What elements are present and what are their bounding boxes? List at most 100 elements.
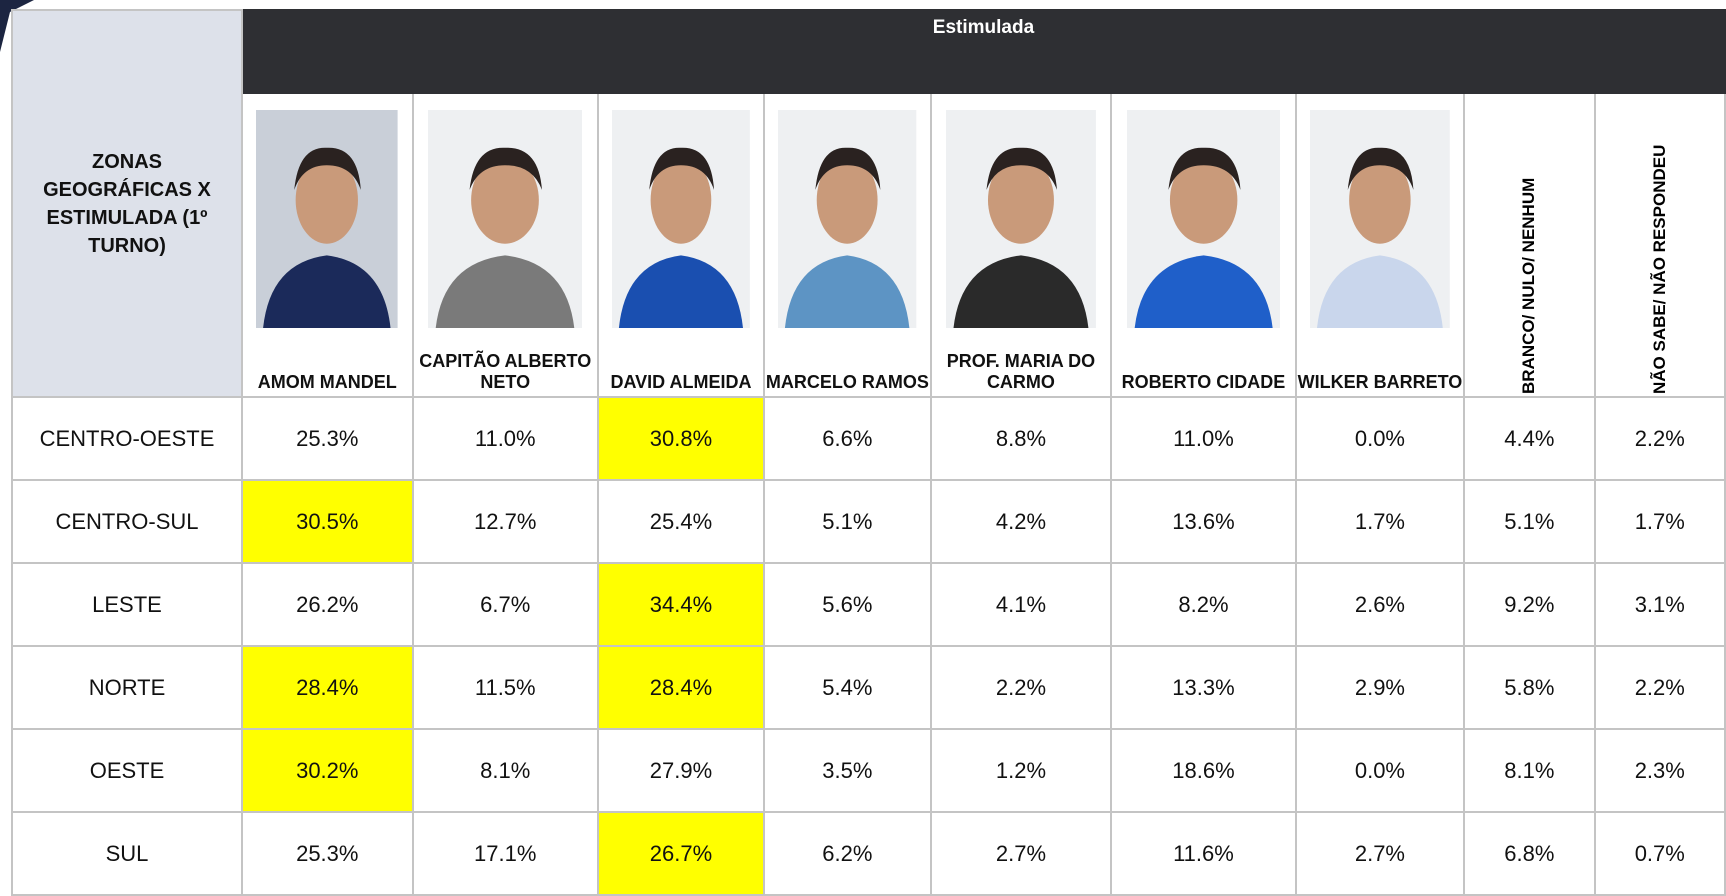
percent-cell: 6.7% <box>413 563 598 646</box>
percent-cell: 12.7% <box>413 480 598 563</box>
candidate-photo <box>946 110 1096 328</box>
percent-cell: 8.1% <box>1464 729 1594 812</box>
zone-name: CENTRO-SUL <box>12 480 242 563</box>
percent-cell: 3.5% <box>764 729 931 812</box>
option-name: BRANCO/ NULO/ NENHUM <box>1519 96 1539 394</box>
candidate-header: PROF. MARIA DO CARMO <box>931 93 1111 397</box>
percent-cell: 2.7% <box>1296 812 1464 895</box>
percent-cell: 11.0% <box>413 397 598 480</box>
candidate-name: PROF. MARIA DO CARMO <box>932 350 1110 396</box>
table-wrapper: ZONAS GEOGRÁFICAS X ESTIMULADA (1º TURNO… <box>11 9 1726 896</box>
percent-cell: 2.6% <box>1296 563 1464 646</box>
candidate-header: ROBERTO CIDADE <box>1111 93 1296 397</box>
candidate-name: AMOM MANDEL <box>243 350 412 396</box>
candidate-name: MARCELO RAMOS <box>765 350 930 396</box>
option-header: BRANCO/ NULO/ NENHUM <box>1464 93 1594 397</box>
photo-placeholder <box>778 110 916 328</box>
percent-cell: 30.2% <box>242 729 413 812</box>
percent-cell: 28.4% <box>242 646 413 729</box>
zone-name: SUL <box>12 812 242 895</box>
percent-cell: 2.7% <box>931 812 1111 895</box>
candidate-name: CAPITÃO ALBERTO NETO <box>414 350 597 396</box>
percent-cell: 5.1% <box>764 480 931 563</box>
photo-placeholder <box>946 110 1096 328</box>
percent-cell: 30.5% <box>242 480 413 563</box>
percent-cell: 28.4% <box>598 646 764 729</box>
zone-name: LESTE <box>12 563 242 646</box>
percent-cell: 0.7% <box>1595 812 1725 895</box>
candidate-header: AMOM MANDEL <box>242 93 413 397</box>
percent-cell: 4.4% <box>1464 397 1594 480</box>
candidate-name: WILKER BARRETO <box>1297 350 1463 396</box>
percent-cell: 18.6% <box>1111 729 1296 812</box>
percent-cell: 5.8% <box>1464 646 1594 729</box>
data-row: OESTE30.2%8.1%27.9%3.5%1.2%18.6%0.0%8.1%… <box>12 729 1725 812</box>
candidate-photo <box>256 110 398 328</box>
percent-cell: 1.7% <box>1595 480 1725 563</box>
percent-cell: 2.2% <box>931 646 1111 729</box>
percent-cell: 30.8% <box>598 397 764 480</box>
percent-cell: 25.3% <box>242 397 413 480</box>
results-table: ZONAS GEOGRÁFICAS X ESTIMULADA (1º TURNO… <box>11 9 1726 896</box>
percent-cell: 6.8% <box>1464 812 1594 895</box>
percent-cell: 13.3% <box>1111 646 1296 729</box>
percent-cell: 5.4% <box>764 646 931 729</box>
candidate-photo <box>612 110 750 328</box>
percent-cell: 11.6% <box>1111 812 1296 895</box>
percent-cell: 26.7% <box>598 812 764 895</box>
percent-cell: 9.2% <box>1464 563 1594 646</box>
percent-cell: 26.2% <box>242 563 413 646</box>
percent-cell: 2.3% <box>1595 729 1725 812</box>
percent-cell: 27.9% <box>598 729 764 812</box>
percent-cell: 25.3% <box>242 812 413 895</box>
candidate-photo <box>778 110 916 328</box>
candidate-header: DAVID ALMEIDA <box>598 93 764 397</box>
percent-cell: 11.5% <box>413 646 598 729</box>
percent-cell: 0.0% <box>1296 397 1464 480</box>
zone-name: CENTRO-OESTE <box>12 397 242 480</box>
photo-placeholder <box>256 110 398 328</box>
candidate-photo <box>1127 110 1280 328</box>
photo-placeholder <box>612 110 750 328</box>
percent-cell: 2.2% <box>1595 646 1725 729</box>
option-name: NÃO SABE/ NÃO RESPONDEU <box>1650 96 1670 394</box>
percent-cell: 3.1% <box>1595 563 1725 646</box>
zone-name: NORTE <box>12 646 242 729</box>
candidate-photo <box>1310 110 1450 328</box>
percent-cell: 1.2% <box>931 729 1111 812</box>
candidate-header: MARCELO RAMOS <box>764 93 931 397</box>
percent-cell: 13.6% <box>1111 480 1296 563</box>
candidate-photo <box>428 110 582 328</box>
percent-cell: 2.9% <box>1296 646 1464 729</box>
corner-title: ZONAS GEOGRÁFICAS X ESTIMULADA (1º TURNO… <box>12 10 242 397</box>
candidate-name: ROBERTO CIDADE <box>1112 350 1295 396</box>
percent-cell: 11.0% <box>1111 397 1296 480</box>
page: ZONAS GEOGRÁFICAS X ESTIMULADA (1º TURNO… <box>0 0 1726 880</box>
candidate-name: DAVID ALMEIDA <box>599 350 763 396</box>
percent-cell: 25.4% <box>598 480 764 563</box>
percent-cell: 17.1% <box>413 812 598 895</box>
percent-cell: 5.6% <box>764 563 931 646</box>
percent-cell: 1.7% <box>1296 480 1464 563</box>
photo-placeholder <box>1127 110 1280 328</box>
option-header: NÃO SABE/ NÃO RESPONDEU <box>1595 93 1725 397</box>
percent-cell: 4.2% <box>931 480 1111 563</box>
percent-cell: 34.4% <box>598 563 764 646</box>
candidate-header: CAPITÃO ALBERTO NETO <box>413 93 598 397</box>
percent-cell: 0.0% <box>1296 729 1464 812</box>
percent-cell: 8.1% <box>413 729 598 812</box>
candidate-header: WILKER BARRETO <box>1296 93 1464 397</box>
group-title: Estimulada <box>242 10 1725 93</box>
photo-placeholder <box>1310 110 1450 328</box>
percent-cell: 6.6% <box>764 397 931 480</box>
photo-placeholder <box>428 110 582 328</box>
percent-cell: 8.8% <box>931 397 1111 480</box>
percent-cell: 2.2% <box>1595 397 1725 480</box>
percent-cell: 6.2% <box>764 812 931 895</box>
percent-cell: 4.1% <box>931 563 1111 646</box>
percent-cell: 5.1% <box>1464 480 1594 563</box>
